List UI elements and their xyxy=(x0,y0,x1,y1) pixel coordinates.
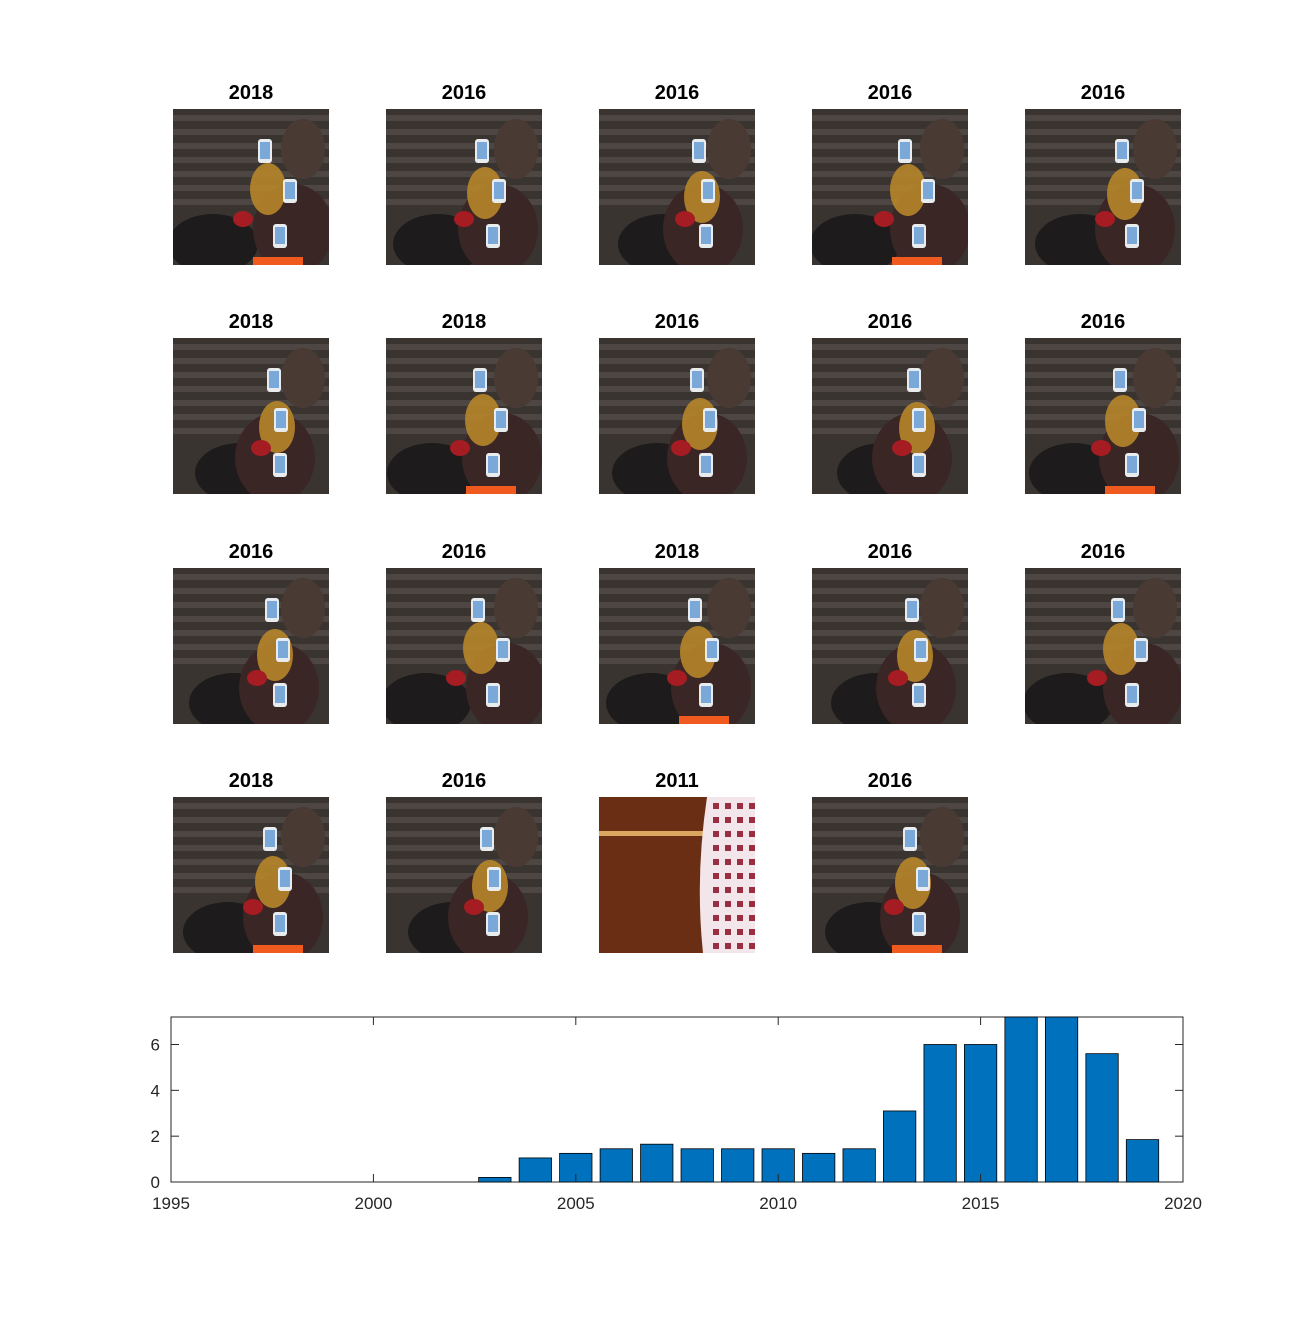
thumbnail-year-label: 2018 xyxy=(441,311,487,333)
thumbnail-image xyxy=(386,568,542,724)
thumbnail-image xyxy=(1025,338,1181,494)
plot-frame xyxy=(170,1016,1184,1183)
thumbnail-year-label: 2016 xyxy=(1080,82,1126,104)
thumbnail-year-label: 2016 xyxy=(1080,311,1126,333)
thumbnail-image xyxy=(812,568,968,724)
thumbnail-year-label: 2016 xyxy=(441,82,487,104)
thumbnail-year-label: 2016 xyxy=(441,541,487,563)
thumbnail-year-label: 2016 xyxy=(441,770,487,792)
x-tick-label: 2000 xyxy=(354,1194,392,1213)
x-tick-label: 2010 xyxy=(759,1194,797,1213)
thumbnail-year-label: 2016 xyxy=(867,770,913,792)
thumbnail-image xyxy=(173,797,329,953)
histogram-bar xyxy=(1085,1053,1119,1183)
thumbnail-year-label: 2016 xyxy=(654,82,700,104)
thumbnail-year-label: 2016 xyxy=(1080,541,1126,563)
thumbnail-image xyxy=(386,109,542,265)
thumbnail-image xyxy=(812,338,968,494)
y-tick-label: 2 xyxy=(151,1127,160,1146)
thumbnail-image xyxy=(812,109,968,265)
thumbnail-image xyxy=(1025,568,1181,724)
histogram-bar xyxy=(923,1044,957,1183)
thumbnail-image xyxy=(173,109,329,265)
thumbnail-year-label: 2016 xyxy=(867,82,913,104)
thumbnail-year-label: 2018 xyxy=(654,541,700,563)
thumbnail-year-label: 2016 xyxy=(867,311,913,333)
histogram-bar xyxy=(883,1110,917,1183)
x-tick-label: 2020 xyxy=(1164,1194,1202,1213)
x-tick-label: 1995 xyxy=(152,1194,190,1213)
histogram-bar xyxy=(478,1177,512,1183)
thumbnail-image xyxy=(173,568,329,724)
thumbnail-year-label: 2016 xyxy=(867,541,913,563)
thumbnail-year-label: 2011 xyxy=(655,770,699,792)
histogram-bar xyxy=(1044,1016,1079,1183)
histogram-bar xyxy=(802,1152,836,1183)
histogram-bar xyxy=(518,1157,552,1183)
thumbnail-year-label: 2018 xyxy=(228,311,274,333)
y-tick-label: 4 xyxy=(151,1081,160,1100)
histogram-bar xyxy=(842,1148,876,1183)
thumbnail-year-label: 2018 xyxy=(228,82,274,104)
thumbnail-image xyxy=(1025,109,1181,265)
thumbnail-year-label: 2016 xyxy=(228,541,274,563)
thumbnail-image xyxy=(599,797,755,953)
y-tick-label: 0 xyxy=(151,1173,160,1192)
y-tick-label: 6 xyxy=(151,1036,160,1055)
thumbnail-image xyxy=(173,338,329,494)
thumbnail-image xyxy=(599,109,755,265)
histogram-bar xyxy=(721,1148,755,1183)
thumbnail-image xyxy=(599,568,755,724)
thumbnail-year-label: 2018 xyxy=(228,770,274,792)
histogram-bar xyxy=(964,1044,998,1183)
histogram-bar xyxy=(599,1148,633,1183)
x-tick-label: 2005 xyxy=(557,1194,595,1213)
thumbnail-year-label: 2016 xyxy=(654,311,700,333)
histogram-bar xyxy=(680,1148,714,1183)
thumbnail-image xyxy=(386,797,542,953)
thumbnail-image xyxy=(812,797,968,953)
thumbnail-image xyxy=(386,338,542,494)
thumbnail-image xyxy=(599,338,755,494)
histogram-bar xyxy=(1004,1016,1038,1183)
histogram-bar xyxy=(640,1143,674,1183)
x-tick-label: 2015 xyxy=(962,1194,1000,1213)
histogram-bar xyxy=(1125,1139,1160,1183)
